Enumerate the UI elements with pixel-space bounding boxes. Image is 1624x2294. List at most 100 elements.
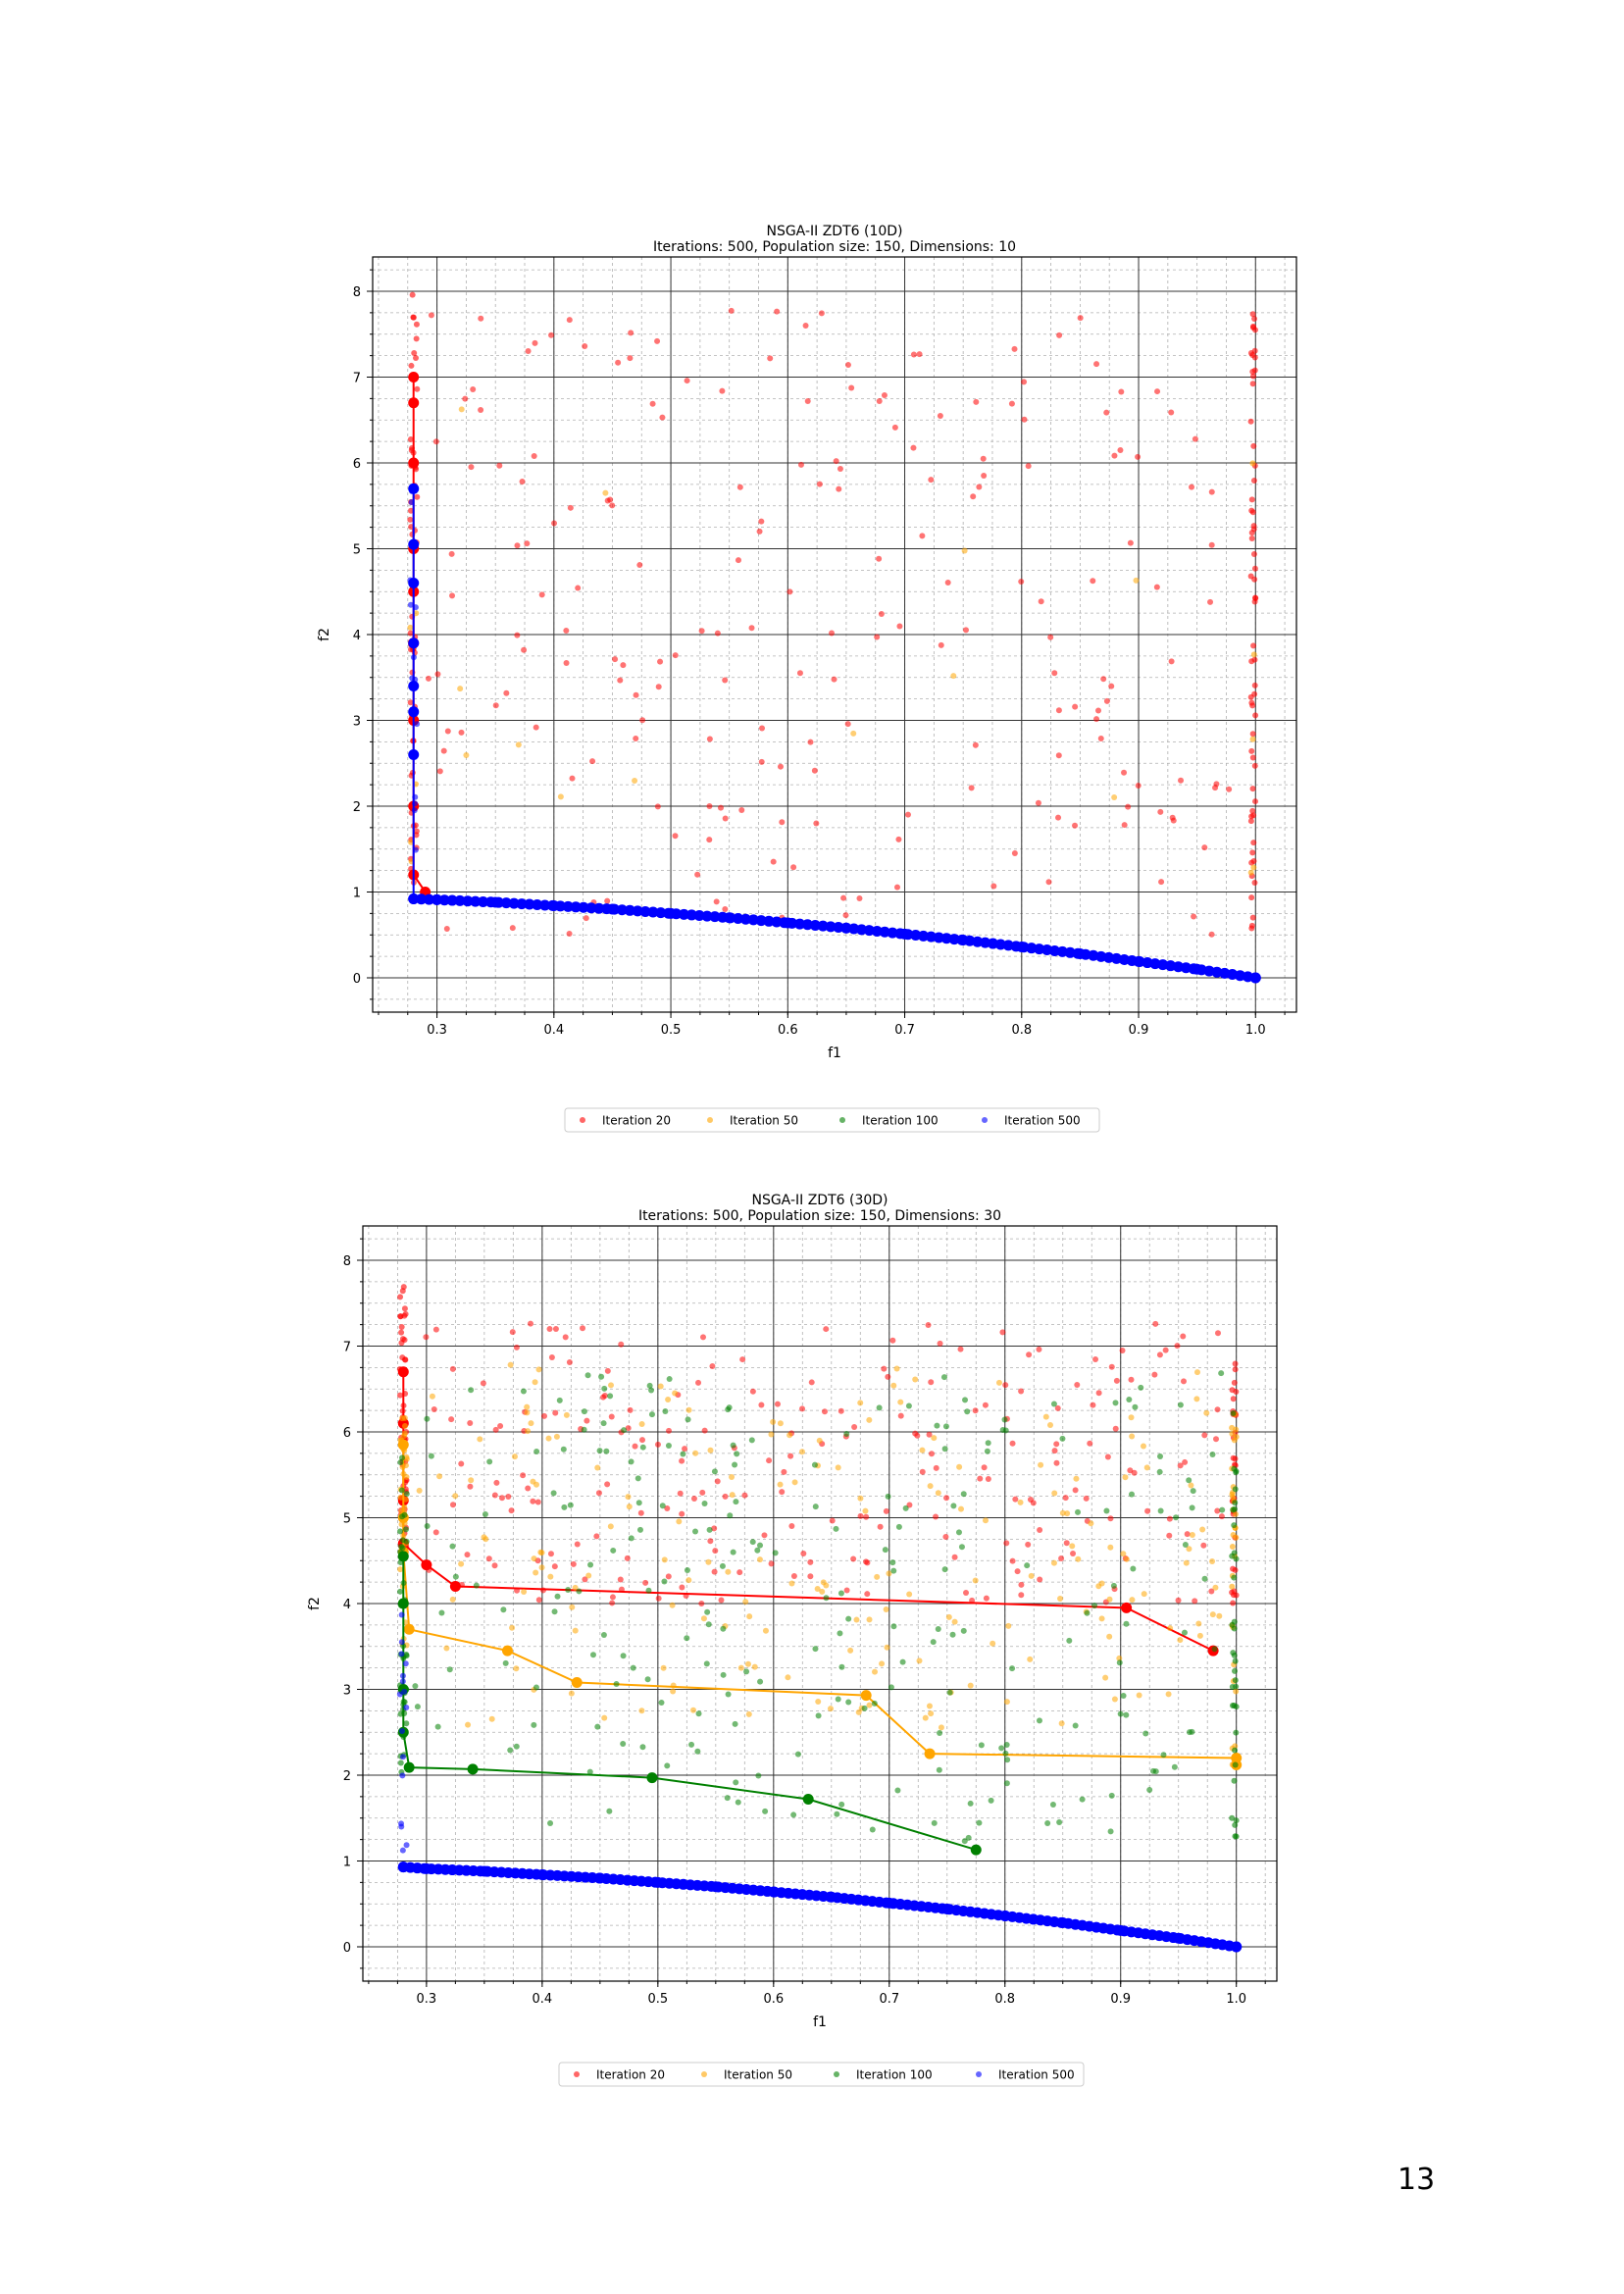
data-point — [956, 1463, 963, 1470]
pareto-front-point — [678, 908, 689, 920]
data-point — [1190, 1488, 1196, 1495]
data-point — [985, 1475, 991, 1482]
data-point — [890, 1623, 897, 1630]
data-point — [684, 1635, 690, 1642]
data-point — [1117, 1710, 1124, 1717]
data-point — [1050, 1559, 1057, 1566]
data-point — [1249, 736, 1256, 742]
data-point — [594, 1723, 601, 1730]
data-point — [1118, 388, 1125, 395]
data-point — [413, 828, 420, 835]
data-point — [1249, 807, 1256, 814]
data-point — [1231, 1702, 1238, 1708]
data-point — [410, 314, 417, 321]
data-point — [636, 562, 643, 569]
data-point — [481, 1534, 487, 1541]
data-point — [988, 1797, 994, 1804]
data-point — [1208, 931, 1215, 938]
data-point — [1208, 541, 1215, 548]
legend-label: Iteration 500 — [1004, 1114, 1081, 1128]
data-point — [725, 1691, 732, 1698]
data-point — [717, 804, 724, 811]
data-point — [972, 1407, 979, 1414]
data-point — [722, 905, 729, 912]
pareto-front-point — [408, 749, 420, 760]
data-point — [748, 625, 755, 632]
data-point — [1180, 1378, 1187, 1385]
pareto-front-point — [725, 912, 736, 924]
data-point — [572, 1584, 579, 1591]
data-point — [788, 1580, 795, 1587]
data-point — [496, 462, 503, 469]
chart-subtitle: Iterations: 500, Population size: 150, D… — [638, 1208, 1001, 1224]
data-point — [736, 484, 743, 490]
data-point — [1231, 1777, 1238, 1784]
data-point — [815, 1698, 822, 1705]
data-point — [1251, 565, 1258, 572]
data-point — [679, 1510, 685, 1517]
data-point — [1248, 894, 1255, 901]
data-point — [533, 1684, 539, 1691]
data-point — [626, 1504, 633, 1510]
data-point — [1252, 798, 1259, 805]
data-point — [705, 1558, 712, 1565]
data-point — [1075, 1555, 1082, 1562]
data-point — [1014, 1568, 1021, 1575]
data-point — [1146, 1786, 1153, 1793]
data-point — [871, 1700, 878, 1707]
pareto-front-point — [408, 893, 420, 904]
data-point — [407, 516, 414, 523]
data-point — [720, 1671, 727, 1678]
y-tick-label: 5 — [353, 543, 361, 558]
data-point — [625, 1425, 632, 1432]
data-point — [436, 1473, 443, 1480]
data-point — [424, 1523, 431, 1530]
data-point — [462, 395, 469, 402]
data-point — [552, 1326, 559, 1333]
data-point — [941, 1446, 948, 1453]
data-point — [569, 1604, 576, 1610]
data-point — [1142, 1730, 1149, 1737]
data-point — [493, 1479, 500, 1486]
data-point — [813, 820, 820, 827]
data-point — [1009, 1665, 1016, 1672]
data-point — [906, 1591, 913, 1598]
data-point — [848, 384, 855, 391]
data-point — [926, 1431, 933, 1438]
data-point — [403, 1704, 410, 1710]
data-point — [425, 675, 431, 682]
data-point — [1136, 1692, 1142, 1699]
data-point — [1233, 1534, 1240, 1541]
data-point — [1130, 1565, 1137, 1572]
data-point — [482, 1510, 488, 1517]
data-point — [407, 630, 414, 637]
data-point — [709, 1362, 716, 1369]
data-point — [1247, 869, 1254, 876]
data-point — [749, 1388, 756, 1395]
data-point — [978, 1742, 985, 1749]
data-point — [661, 1556, 668, 1563]
data-point — [1038, 598, 1044, 605]
data-point — [1209, 1451, 1216, 1457]
data-point — [799, 1405, 806, 1412]
pareto-front-point — [733, 913, 744, 925]
data-point — [685, 1416, 691, 1423]
data-point — [566, 1359, 573, 1366]
data-point — [945, 1613, 952, 1620]
data-point — [807, 739, 814, 745]
data-point — [1232, 1510, 1239, 1517]
data-point — [600, 1420, 607, 1427]
data-point — [788, 1522, 795, 1529]
data-point — [486, 1458, 493, 1465]
data-point — [955, 1529, 962, 1536]
data-point — [861, 1705, 868, 1711]
data-point — [701, 1501, 708, 1507]
data-point — [440, 747, 447, 754]
data-point — [973, 398, 980, 405]
y-tick-label: 7 — [353, 372, 361, 386]
data-point — [885, 1493, 891, 1500]
data-point — [428, 312, 434, 319]
data-point — [722, 815, 729, 822]
data-point — [541, 1412, 548, 1419]
data-point — [551, 1563, 558, 1570]
